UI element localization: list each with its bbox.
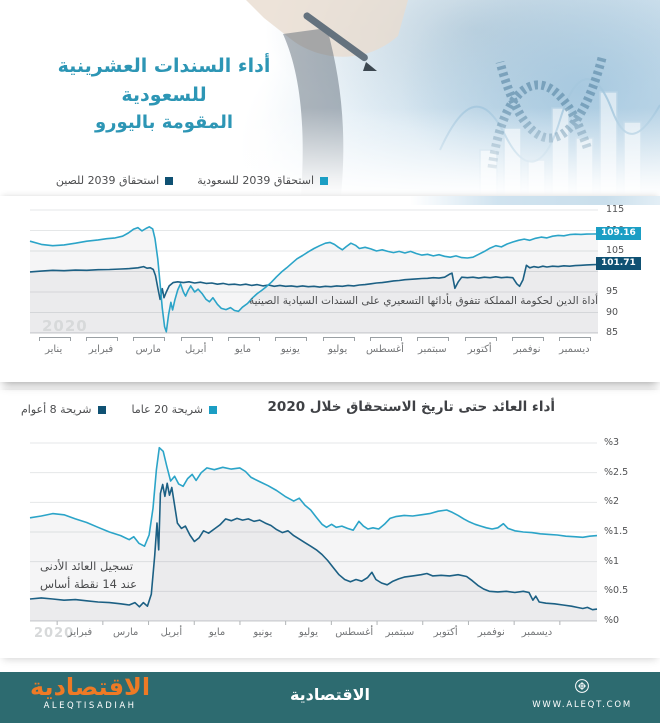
top-chart-legend: استحقاق 2039 للسعودية استحقاق 2039 للصين <box>28 174 328 187</box>
website-url: WWW.ALEQT.COM <box>532 700 632 710</box>
month-tick-bracket <box>417 337 450 341</box>
yield-chart-annotation: تسجيل العائد الأدنى عند 14 نقطة أساس <box>40 557 252 594</box>
footer-bar: الاقتصادية ALEQTISADIAH الاقتصادية WWW.A… <box>0 672 660 723</box>
price-chart-card: 115110105959085 109.16 101.71 أداة الدين… <box>0 196 660 382</box>
price-chart-annotation: أداة الدين لحكومة المملكة تتفوق بأدائها … <box>249 295 598 307</box>
y-axis-label: %1 <box>604 555 620 567</box>
year-watermark: 2020 <box>42 317 88 335</box>
china-end-value-badge: 101.71 <box>596 257 641 271</box>
month-label: ديسمبر <box>559 344 590 355</box>
month-label: نوفمبر <box>513 344 541 355</box>
footer-website[interactable]: WWW.ALEQT.COM <box>532 678 632 710</box>
month-label: سبتمبر <box>385 627 415 638</box>
month-label: سبتمبر <box>417 344 447 355</box>
month-label: أغسطس <box>366 344 404 355</box>
legend-swatch-icon <box>165 176 174 185</box>
yield-chart-legend: شريحة 20 عاما شريحة 8 أعوام <box>21 403 217 416</box>
hero-fade-overlay <box>0 0 660 196</box>
globe-icon <box>575 679 589 693</box>
month-tick-bracket <box>464 337 497 341</box>
y-axis-label: 85 <box>606 327 619 338</box>
month-tick-bracket <box>180 337 213 341</box>
y-axis-label: %2 <box>604 496 620 508</box>
y-axis-label: 95 <box>606 286 619 297</box>
month-label: أبريل <box>160 627 183 638</box>
month-tick-bracket <box>38 337 71 341</box>
saudi-end-value-badge: 109.16 <box>596 226 641 240</box>
y-axis-label: %1.5 <box>604 526 629 537</box>
y-axis-label: %0.5 <box>604 585 629 597</box>
y-axis-label: %3 <box>604 437 620 448</box>
price-line-chart <box>29 209 599 334</box>
month-label: يونيو <box>280 344 300 355</box>
legend-item-8-year: شريحة 8 أعوام <box>21 403 106 416</box>
page-title: أداء السندات العشرينية للسعودية المقومة … <box>28 52 300 136</box>
legend-label: استحقاق 2039 للصين <box>55 174 160 187</box>
footer-wordmark: الاقتصادية <box>289 685 371 704</box>
legend-swatch-icon <box>209 405 217 414</box>
month-tick-bracket <box>512 337 544 341</box>
yield-chart-title: أداء العائد حتى تاريخ الاستحقاق خلال 202… <box>267 399 555 415</box>
brand-logo[interactable]: الاقتصادية ALEQTISADIAH <box>30 673 151 712</box>
page-title-line2: المقومة باليورو <box>94 112 234 133</box>
month-label: أبريل <box>184 344 207 355</box>
month-label: يوليو <box>298 627 319 638</box>
legend-swatch-icon <box>320 176 328 185</box>
brand-logo-arabic: الاقتصادية <box>30 673 151 701</box>
month-label: مايو <box>234 344 252 355</box>
month-label: ديسمبر <box>521 627 553 638</box>
yield-line-chart <box>29 442 598 625</box>
y-axis-label: 115 <box>606 204 625 215</box>
month-label: مايو <box>208 627 226 638</box>
month-tick-bracket <box>370 337 402 341</box>
legend-label: استحقاق 2039 للسعودية <box>197 174 314 187</box>
month-tick-bracket <box>559 337 592 341</box>
annotation-line1: تسجيل العائد الأدنى <box>40 559 134 573</box>
month-label: يوليو <box>328 344 348 355</box>
page-title-line1: أداء السندات العشرينية للسعودية <box>57 55 271 106</box>
month-label: يونيو <box>253 627 273 638</box>
month-tick-bracket <box>322 337 355 341</box>
month-label: أغسطس <box>335 627 374 638</box>
month-label: يناير <box>45 344 63 355</box>
legend-swatch-icon <box>97 405 106 414</box>
annotation-line2: عند 14 نقطة أساس <box>40 577 137 592</box>
month-label: فبراير <box>67 627 93 638</box>
header: أداء السندات العشرينية للسعودية المقومة … <box>0 0 660 196</box>
yield-chart-card: أداء العائد حتى تاريخ الاستحقاق خلال 202… <box>0 390 660 658</box>
month-label: أكتوبر <box>467 344 492 355</box>
month-label: مارس <box>135 344 162 355</box>
legend-item-china-2039: استحقاق 2039 للصين <box>55 174 174 187</box>
legend-label: شريحة 8 أعوام <box>20 403 92 416</box>
month-tick-bracket <box>86 337 118 341</box>
y-axis-label: %2.5 <box>604 466 629 478</box>
legend-label: شريحة 20 عاما <box>131 403 204 416</box>
year-watermark: 2020 <box>34 626 75 641</box>
month-label: مارس <box>112 627 139 638</box>
y-axis-label: 105 <box>606 245 625 256</box>
y-axis-label: 90 <box>606 306 619 318</box>
month-tick-bracket <box>228 337 260 341</box>
month-tick-bracket <box>275 337 308 341</box>
y-axis-label: %0 <box>604 615 620 626</box>
month-label: نوفمبر <box>477 627 505 638</box>
legend-item-saudi-2039: استحقاق 2039 للسعودية <box>197 174 328 187</box>
month-label: أكتوبر <box>433 627 458 638</box>
month-tick-bracket <box>133 337 166 341</box>
month-label: فبراير <box>88 344 114 355</box>
legend-item-20-year: شريحة 20 عاما <box>131 403 217 416</box>
brand-logo-latin: ALEQTISADIAH <box>43 701 137 712</box>
